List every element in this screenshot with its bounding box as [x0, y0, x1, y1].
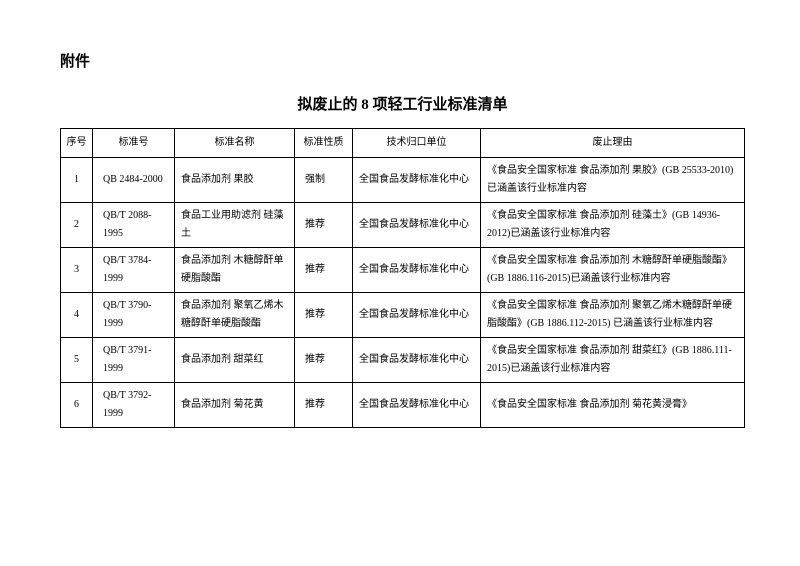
cell-code: QB/T 3792-1999	[93, 383, 175, 428]
cell-code: QB/T 3790-1999	[93, 293, 175, 338]
cell-seq: 3	[61, 248, 93, 293]
cell-seq: 4	[61, 293, 93, 338]
table-row: 2 QB/T 2088-1995 食品工业用助滤剂 硅藻土 推荐 全国食品发酵标…	[61, 203, 745, 248]
cell-type: 推荐	[295, 383, 353, 428]
cell-type: 推荐	[295, 338, 353, 383]
table-row: 3 QB/T 3784-1999 食品添加剂 木糖醇酐单硬脂酸酯 推荐 全国食品…	[61, 248, 745, 293]
col-header-seq: 序号	[61, 129, 93, 158]
cell-seq: 1	[61, 158, 93, 203]
cell-reason: 《食品安全国家标准 食品添加剂 聚氧乙烯木糖醇酐单硬脂酸酯》(GB 1886.1…	[481, 293, 745, 338]
cell-reason: 《食品安全国家标准 食品添加剂 菊花黄浸膏》	[481, 383, 745, 428]
cell-dept: 全国食品发酵标准化中心	[353, 338, 481, 383]
cell-code: QB/T 3791-1999	[93, 338, 175, 383]
table-row: 6 QB/T 3792-1999 食品添加剂 菊花黄 推荐 全国食品发酵标准化中…	[61, 383, 745, 428]
cell-reason: 《食品安全国家标准 食品添加剂 果胶》(GB 25533-2010)已涵盖该行业…	[481, 158, 745, 203]
cell-reason: 《食品安全国家标准 食品添加剂 甜菜红》(GB 1886.111-2015)已涵…	[481, 338, 745, 383]
col-header-code: 标准号	[93, 129, 175, 158]
table-row: 5 QB/T 3791-1999 食品添加剂 甜菜红 推荐 全国食品发酵标准化中…	[61, 338, 745, 383]
cell-dept: 全国食品发酵标准化中心	[353, 203, 481, 248]
cell-reason: 《食品安全国家标准 食品添加剂 硅藻土》(GB 14936-2012)已涵盖该行…	[481, 203, 745, 248]
cell-type: 推荐	[295, 248, 353, 293]
cell-name: 食品添加剂 菊花黄	[175, 383, 295, 428]
cell-name: 食品工业用助滤剂 硅藻土	[175, 203, 295, 248]
cell-type: 推荐	[295, 293, 353, 338]
cell-name: 食品添加剂 聚氧乙烯木糖醇酐单硬脂酸酯	[175, 293, 295, 338]
cell-type: 强制	[295, 158, 353, 203]
document-page: 附件 拟废止的 8 项轻工行业标准清单 序号 标准号 标准名称 标准性质 技术归…	[0, 0, 800, 428]
cell-name: 食品添加剂 木糖醇酐单硬脂酸酯	[175, 248, 295, 293]
cell-type: 推荐	[295, 203, 353, 248]
cell-dept: 全国食品发酵标准化中心	[353, 248, 481, 293]
cell-code: QB/T 2088-1995	[93, 203, 175, 248]
cell-reason: 《食品安全国家标准 食品添加剂 木糖醇酐单硬脂酸酯》(GB 1886.116-2…	[481, 248, 745, 293]
cell-dept: 全国食品发酵标准化中心	[353, 293, 481, 338]
cell-name: 食品添加剂 甜菜红	[175, 338, 295, 383]
cell-code: QB/T 3784-1999	[93, 248, 175, 293]
col-header-dept: 技术归口单位	[353, 129, 481, 158]
table-row: 1 QB 2484-2000 食品添加剂 果胶 强制 全国食品发酵标准化中心 《…	[61, 158, 745, 203]
col-header-name: 标准名称	[175, 129, 295, 158]
col-header-type: 标准性质	[295, 129, 353, 158]
cell-seq: 6	[61, 383, 93, 428]
table-body: 1 QB 2484-2000 食品添加剂 果胶 强制 全国食品发酵标准化中心 《…	[61, 158, 745, 428]
attachment-label: 附件	[60, 50, 745, 71]
cell-code: QB 2484-2000	[93, 158, 175, 203]
cell-name: 食品添加剂 果胶	[175, 158, 295, 203]
cell-dept: 全国食品发酵标准化中心	[353, 383, 481, 428]
cell-seq: 2	[61, 203, 93, 248]
document-title: 拟废止的 8 项轻工行业标准清单	[60, 93, 745, 114]
cell-dept: 全国食品发酵标准化中心	[353, 158, 481, 203]
cell-seq: 5	[61, 338, 93, 383]
standards-table: 序号 标准号 标准名称 标准性质 技术归口单位 废止理由 1 QB 2484-2…	[60, 128, 745, 428]
col-header-reason: 废止理由	[481, 129, 745, 158]
table-row: 4 QB/T 3790-1999 食品添加剂 聚氧乙烯木糖醇酐单硬脂酸酯 推荐 …	[61, 293, 745, 338]
table-header-row: 序号 标准号 标准名称 标准性质 技术归口单位 废止理由	[61, 129, 745, 158]
